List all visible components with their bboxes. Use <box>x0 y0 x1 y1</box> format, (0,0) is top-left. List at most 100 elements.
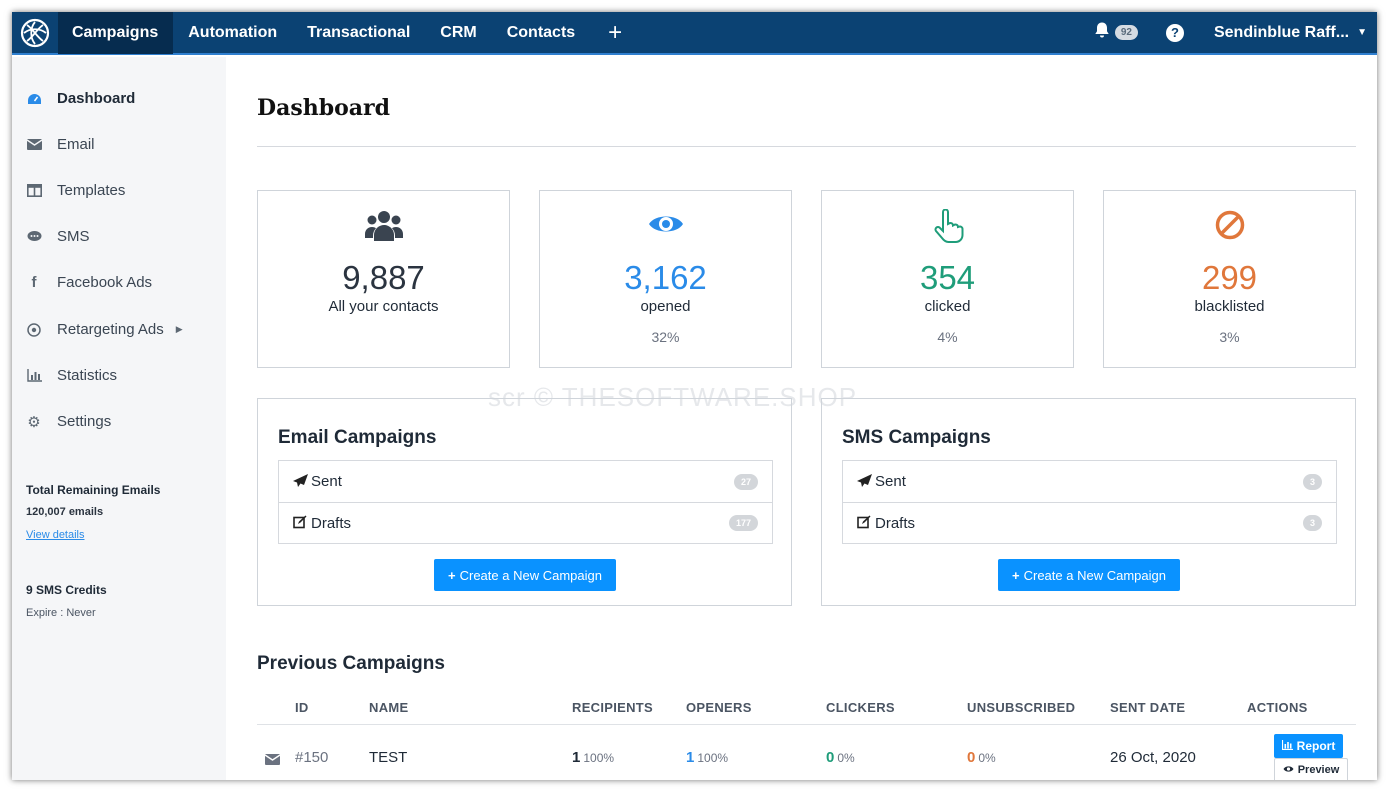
remaining-emails-title: Total Remaining Emails <box>26 483 161 497</box>
panel-title: Email Campaigns <box>278 427 437 448</box>
stat-label: All your contacts <box>328 298 439 315</box>
ban-icon <box>1104 209 1355 245</box>
campaign-status-list: Sent 3 Drafts 3 <box>842 460 1337 544</box>
sidebar-item-label: Email <box>57 136 95 153</box>
top-navigation: Campaigns Automation Transactional CRM C… <box>12 12 1377 55</box>
sidebar-item-label: SMS <box>57 228 90 245</box>
sidebar-item-email[interactable]: Email <box>26 136 95 153</box>
sidebar: Dashboard Email Templates SMS f Facebook… <box>12 57 226 780</box>
email-campaigns-panel: Email Campaigns Sent 27 Drafts 177 + Cre… <box>257 398 792 606</box>
sms-expire-text: Expire : Never <box>26 607 96 619</box>
app-window: Campaigns Automation Transactional CRM C… <box>12 12 1377 780</box>
campaign-id: #150 <box>295 749 329 766</box>
stat-card-opened[interactable]: 3,162 opened 32% <box>539 190 792 368</box>
edit-icon <box>293 515 311 532</box>
campaign-status-list: Sent 27 Drafts 177 <box>278 460 773 544</box>
sendinblue-logo-icon[interactable] <box>12 12 58 54</box>
unsubscribed-percent: 0% <box>978 751 996 765</box>
view-details-link[interactable]: View details <box>26 529 85 541</box>
nav-transactional[interactable]: Transactional <box>307 23 411 41</box>
sidebar-item-dashboard[interactable]: Dashboard <box>26 90 135 107</box>
nav-crm[interactable]: CRM <box>440 23 477 41</box>
column-header[interactable]: RECIPIENTS <box>572 700 654 715</box>
count-badge: 3 <box>1302 473 1322 490</box>
button-label: Create a New Campaign <box>1023 567 1166 583</box>
template-icon <box>26 183 42 199</box>
sidebar-item-label: Dashboard <box>57 90 136 107</box>
column-header[interactable]: OPENERS <box>686 700 752 715</box>
chevron-right-icon: ▶ <box>175 324 183 334</box>
sent-date: 26 Oct, 2020 <box>1110 749 1196 766</box>
help-icon[interactable]: ? <box>1165 23 1184 42</box>
envelope-icon <box>264 752 281 769</box>
watermark: scr © THESOFTWARE.SHOP <box>488 382 858 412</box>
list-row-label: Sent <box>875 473 906 490</box>
nav-campaigns[interactable]: Campaigns <box>58 12 174 54</box>
report-button[interactable]: Report <box>1274 734 1343 758</box>
sent-row[interactable]: Sent 27 <box>279 461 772 502</box>
stat-percent: 32% <box>651 329 680 345</box>
sidebar-item-statistics[interactable]: Statistics <box>26 367 117 384</box>
previous-campaigns-title: Previous Campaigns <box>257 653 445 674</box>
list-row-label: Drafts <box>875 514 916 532</box>
sidebar-item-retargeting-ads[interactable]: Retargeting Ads ▶ <box>26 321 183 338</box>
sidebar-item-sms[interactable]: SMS <box>26 228 90 245</box>
clickers-cell: 0 0% <box>826 749 855 766</box>
nav-add-button[interactable]: + <box>608 18 623 46</box>
stat-label: blacklisted <box>1194 298 1265 315</box>
user-account-menu[interactable]: Sendinblue Raff... ▼ <box>1214 24 1377 42</box>
clickers-percent: 0% <box>837 751 855 765</box>
drafts-row[interactable]: Drafts 177 <box>279 502 772 543</box>
campaign-name[interactable]: TEST <box>369 749 408 766</box>
stat-card-contacts[interactable]: 9,887 All your contacts <box>257 190 510 368</box>
remaining-emails-value: 120,007 emails <box>26 506 104 518</box>
dashboard-gauge-icon <box>26 91 42 107</box>
stat-value: 299 <box>1201 259 1258 296</box>
count-badge: 3 <box>1302 515 1322 531</box>
notifications-button[interactable]: 92 <box>1093 21 1166 44</box>
stat-percent: 3% <box>1219 329 1240 345</box>
count-badge: 27 <box>733 473 758 490</box>
list-row-label: Drafts <box>311 514 352 532</box>
preview-button[interactable]: Preview <box>1274 758 1348 780</box>
gear-icon: ⚙ <box>27 413 41 431</box>
unsubscribed-cell: 0 0% <box>967 749 996 766</box>
nav-contacts[interactable]: Contacts <box>506 23 576 41</box>
stat-value: 3,162 <box>624 259 707 296</box>
openers-percent: 100% <box>697 751 729 765</box>
notification-count-badge: 92 <box>1114 25 1138 40</box>
table-header: ID NAME RECIPIENTS OPENERS CLICKERS UNSU… <box>257 698 1356 725</box>
sidebar-item-templates[interactable]: Templates <box>26 182 125 199</box>
stat-card-blacklisted[interactable]: 299 blacklisted 3% <box>1103 190 1356 368</box>
openers-cell: 1 100% <box>686 749 728 766</box>
recipients-percent: 100% <box>583 751 615 765</box>
envelope-icon <box>26 137 42 153</box>
eye-icon <box>1283 764 1294 776</box>
table-row: #150 TEST 1 100% 1 100% 0 0% 0 0% 26 Oct, 20… <box>257 726 1356 780</box>
eye-icon <box>540 209 791 245</box>
column-header[interactable]: UNSUBSCRIBED <box>967 700 1076 715</box>
bar-chart-icon <box>26 368 42 384</box>
column-header[interactable]: SENT DATE <box>1110 700 1186 715</box>
sidebar-item-settings[interactable]: ⚙ Settings <box>26 413 111 431</box>
recipients-value: 1 <box>572 749 581 766</box>
bar-chart-icon <box>1281 739 1293 753</box>
stat-card-clicked[interactable]: 354 clicked 4% <box>821 190 1074 368</box>
button-label: Preview <box>1297 764 1340 776</box>
sent-row[interactable]: Sent 3 <box>843 461 1336 502</box>
sms-campaigns-panel: SMS Campaigns Sent 3 Drafts 3 + Create a… <box>821 398 1356 606</box>
sidebar-item-label: Facebook Ads <box>57 274 153 291</box>
column-header: ACTIONS <box>1247 700 1308 715</box>
nav-automation[interactable]: Automation <box>188 23 278 41</box>
column-header[interactable]: CLICKERS <box>826 700 895 715</box>
column-header[interactable]: ID <box>295 700 309 715</box>
edit-icon <box>857 515 875 532</box>
create-email-campaign-button[interactable]: + Create a New Campaign <box>434 559 616 591</box>
sidebar-item-facebook-ads[interactable]: f Facebook Ads <box>26 274 153 291</box>
clickers-value: 0 <box>826 749 835 766</box>
stat-value: 354 <box>919 259 976 296</box>
drafts-row[interactable]: Drafts 3 <box>843 502 1336 543</box>
column-header[interactable]: NAME <box>369 700 409 715</box>
create-sms-campaign-button[interactable]: + Create a New Campaign <box>998 559 1180 591</box>
page-title: Dashboard <box>257 95 390 121</box>
